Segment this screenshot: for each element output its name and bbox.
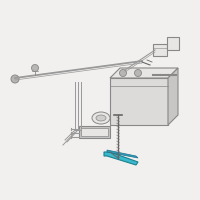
Polygon shape — [168, 68, 178, 125]
Polygon shape — [104, 152, 138, 165]
Polygon shape — [110, 78, 168, 125]
Circle shape — [32, 64, 38, 72]
Polygon shape — [110, 68, 178, 78]
Circle shape — [11, 75, 19, 83]
Bar — [79, 126, 110, 138]
Ellipse shape — [96, 115, 106, 121]
Ellipse shape — [92, 112, 110, 124]
Circle shape — [134, 70, 142, 76]
Bar — [153, 44, 167, 56]
Bar — [167, 37, 179, 50]
Circle shape — [120, 70, 127, 76]
Polygon shape — [107, 150, 138, 158]
Bar — [81, 128, 108, 136]
